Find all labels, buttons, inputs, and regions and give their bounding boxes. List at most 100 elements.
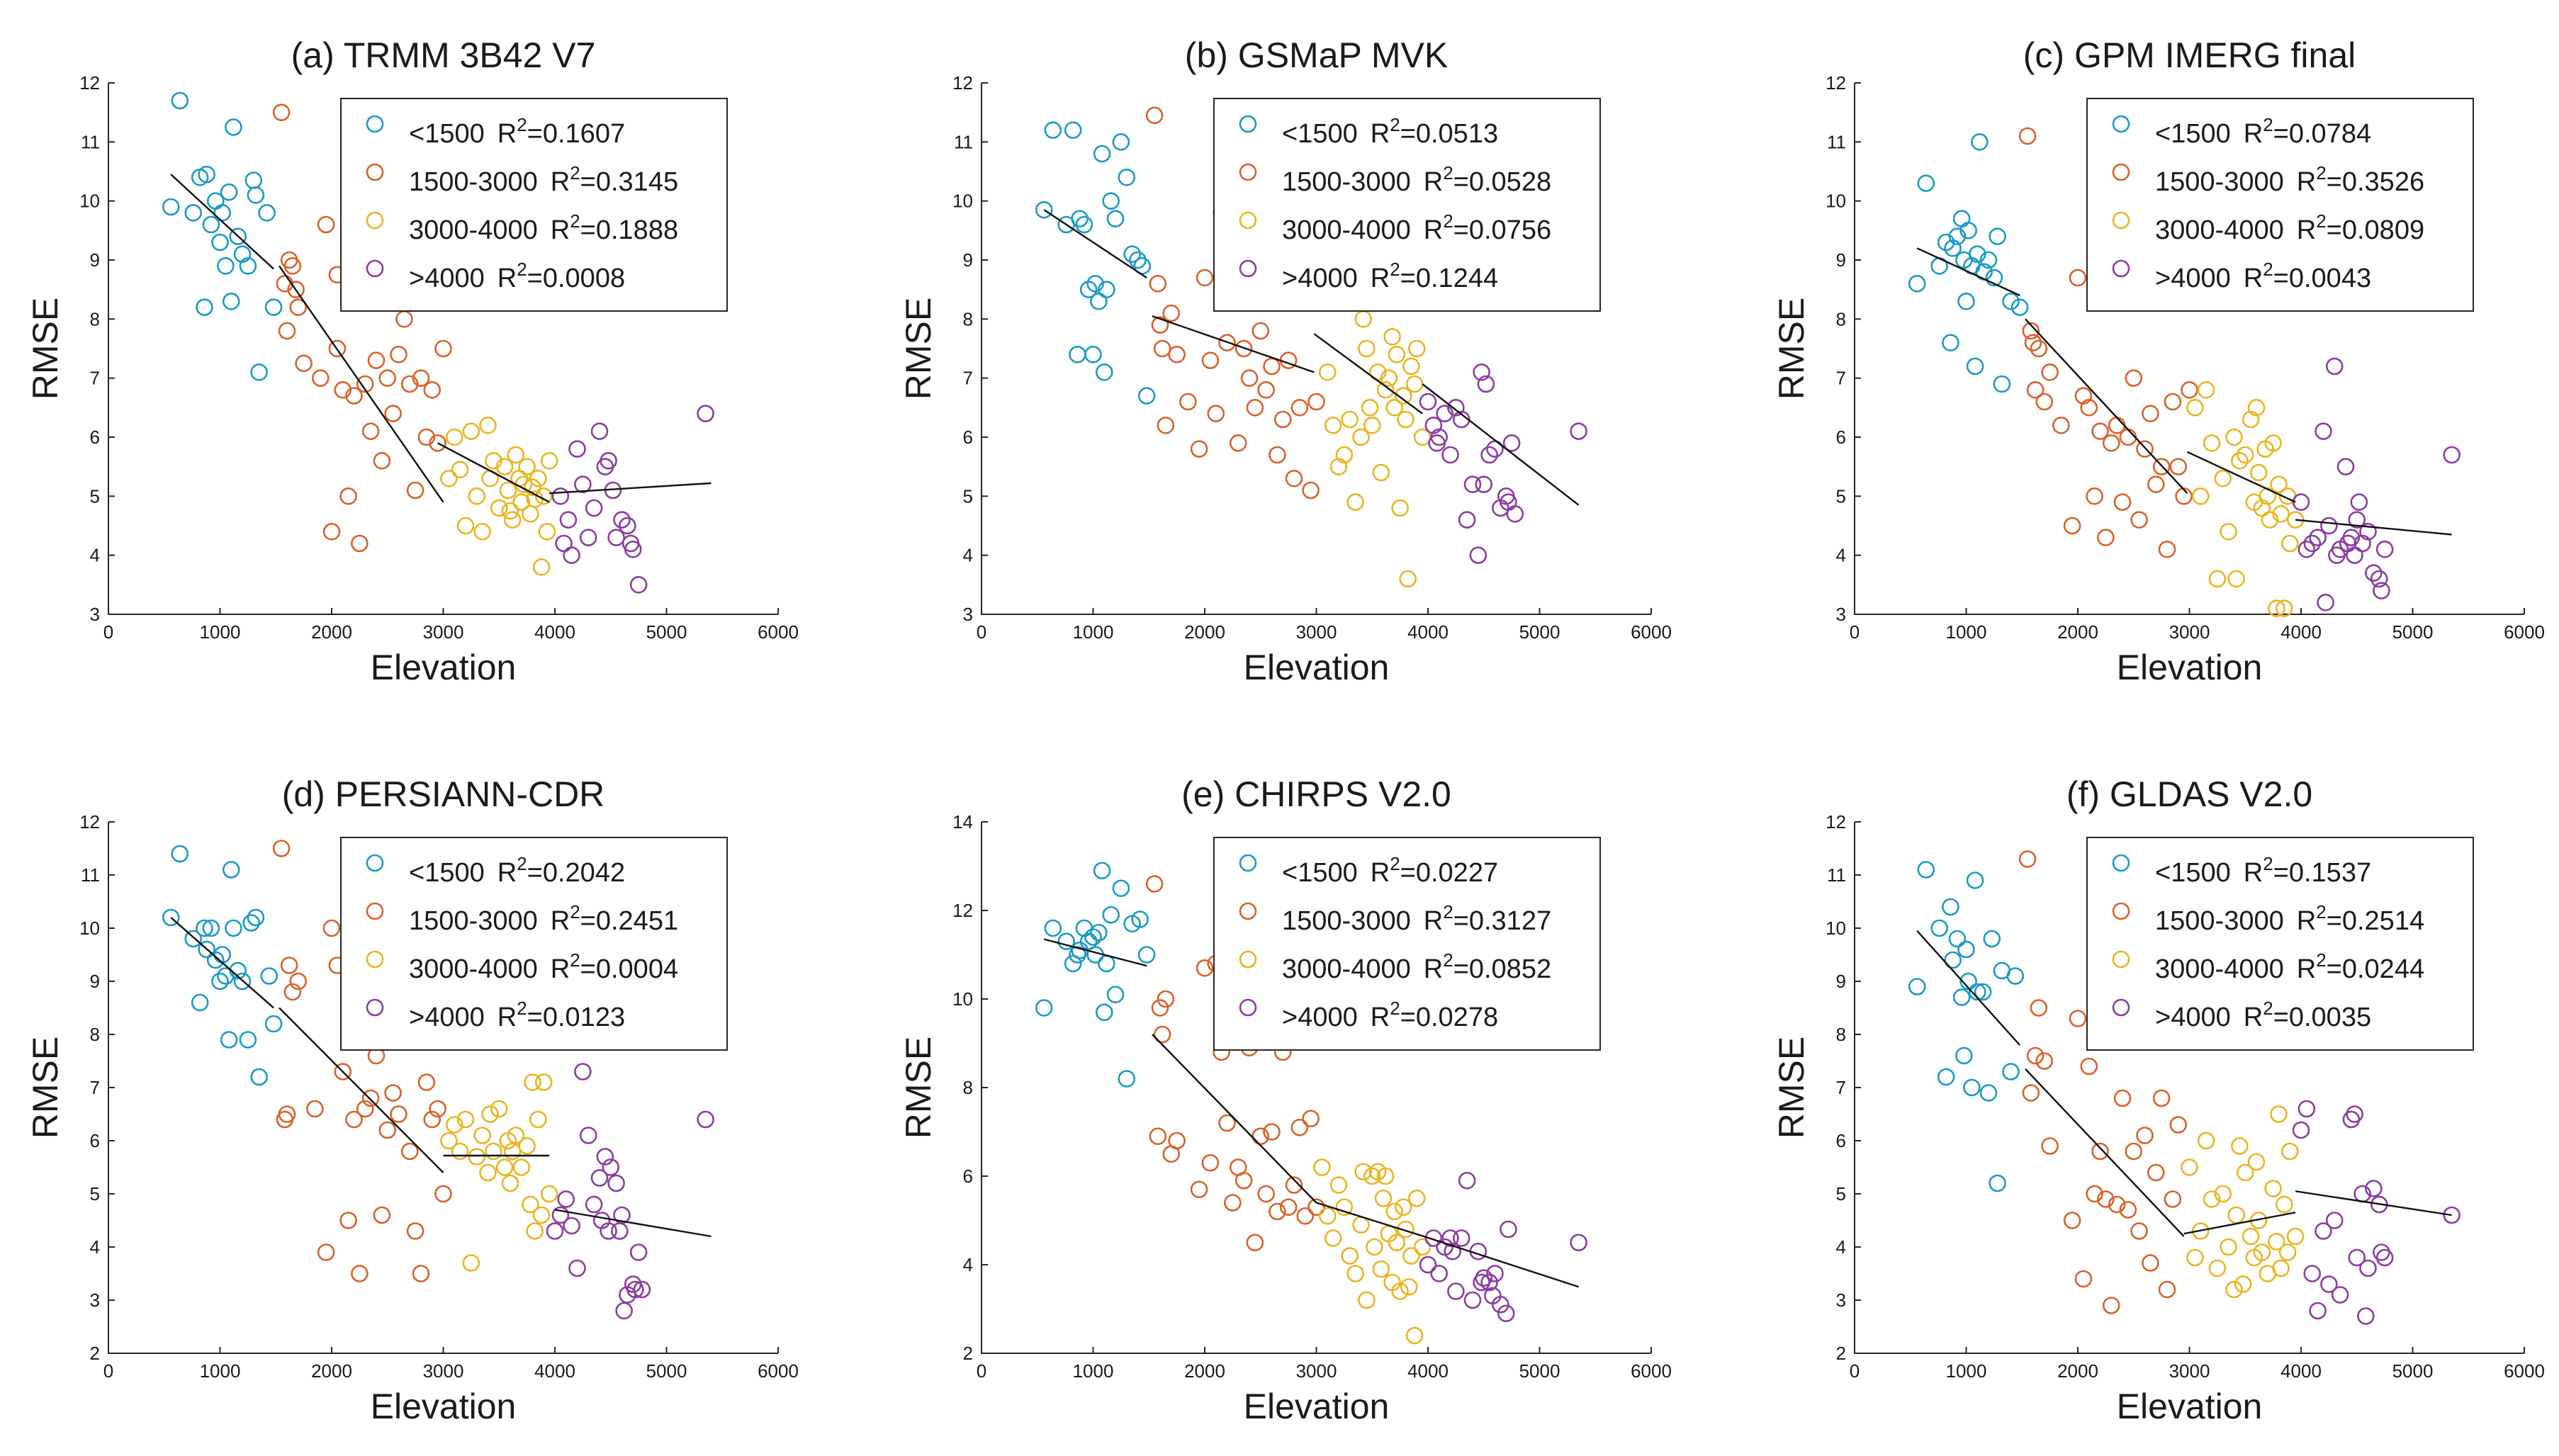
data-point — [2309, 529, 2327, 546]
data-point — [2119, 428, 2137, 446]
y-tick-label: 8 — [1836, 1024, 1846, 1045]
y-tick-label: 8 — [90, 1024, 100, 1045]
r2-equals: = — [580, 906, 596, 936]
data-point — [501, 502, 519, 520]
panel-b: (b) GSMaP MVK 0 1000 2000 3000 4000 5000 6000 3 4… — [899, 35, 1672, 687]
data-point — [1908, 978, 1926, 995]
y-tick-label: 6 — [1836, 1130, 1846, 1151]
data-point — [2365, 564, 2383, 582]
data-point — [229, 227, 247, 245]
data-point — [417, 1073, 436, 1091]
data-point — [2375, 541, 2394, 558]
data-point — [1391, 1282, 1409, 1300]
data-point — [1430, 428, 1449, 446]
data-point — [378, 1121, 397, 1139]
data-point — [607, 1174, 625, 1192]
data-point — [1469, 546, 1487, 564]
data-point — [2320, 517, 2338, 535]
data-point — [1346, 1265, 1364, 1282]
data-point — [1463, 1291, 1482, 1309]
series-3 — [2292, 357, 2460, 611]
legend-entry: 3000-4000 R2=0.0809 — [2155, 210, 2424, 245]
data-point — [2443, 1206, 2460, 1224]
r2-superscript: 2 — [570, 901, 580, 922]
panel-title: (f) GLDAS V2.0 — [2066, 774, 2312, 814]
legend-marker — [2112, 854, 2130, 872]
data-point — [2214, 1185, 2232, 1203]
legend-group-label: 1500-3000 — [2155, 906, 2284, 936]
r2-superscript: 2 — [2316, 949, 2326, 971]
x-tick-label: 0 — [1850, 1360, 1860, 1382]
data-point — [1112, 133, 1130, 151]
data-point — [481, 1105, 499, 1123]
data-point — [2018, 850, 2037, 868]
fit-line — [2186, 451, 2296, 503]
data-point — [1492, 1295, 1509, 1314]
data-point — [384, 1084, 402, 1102]
r2-superscript: 2 — [517, 114, 527, 135]
data-point — [2280, 1142, 2299, 1161]
x-tick-label: 4000 — [1407, 621, 1449, 643]
series-0 — [162, 91, 283, 381]
data-point — [2113, 1089, 2132, 1107]
legend-entry: 1500-3000 R2=0.0528 — [1282, 162, 1551, 197]
data-point — [222, 861, 240, 879]
data-point — [538, 523, 556, 541]
legend-group-label: 3000-4000 — [409, 215, 538, 245]
data-point — [1285, 470, 1303, 487]
legend-box — [2086, 98, 2474, 312]
series-2 — [1313, 1158, 1432, 1345]
data-point — [2152, 458, 2171, 475]
legend-marker — [2112, 902, 2130, 920]
data-point — [1402, 1247, 1420, 1265]
legend-box — [1213, 837, 1601, 1051]
data-point — [1383, 328, 1401, 346]
data-point — [272, 103, 291, 121]
r2-equals: = — [2273, 858, 2289, 888]
data-point — [1075, 215, 1093, 234]
data-point — [2041, 1137, 2059, 1155]
r2-equals: = — [1400, 858, 1416, 888]
data-point — [1957, 293, 1975, 310]
legend-marker — [1239, 115, 1257, 133]
r2-value: 0.3526 — [2342, 167, 2424, 197]
data-point — [351, 534, 369, 553]
y-tick-label: 10 — [952, 191, 973, 212]
data-point — [2208, 1259, 2227, 1277]
legend-entry: 3000-4000 R2=0.1888 — [409, 210, 678, 245]
panel-a: (a) TRMM 3B42 V7 0 1000 2000 3000 4000 5000 600… — [26, 35, 799, 687]
data-point — [526, 1222, 544, 1240]
data-point — [1106, 986, 1125, 1004]
data-point — [1444, 1242, 1461, 1260]
r2-equals: = — [1400, 1003, 1416, 1032]
data-point — [1385, 1202, 1404, 1221]
data-point — [2197, 1131, 2215, 1150]
data-point — [2097, 529, 2115, 546]
data-point — [607, 529, 625, 546]
legend-group-label: 1500-3000 — [2155, 167, 2284, 197]
x-tick-label: 0 — [103, 1360, 113, 1382]
data-point — [2247, 399, 2266, 417]
data-point — [276, 275, 294, 293]
data-point — [2292, 1121, 2310, 1139]
data-point — [2142, 1254, 2159, 1272]
data-point — [2261, 511, 2279, 529]
fit-line — [279, 1007, 444, 1173]
r2-value: 0.0123 — [543, 1003, 625, 1032]
x-tick-label: 6000 — [1631, 1360, 1672, 1382]
x-tick-label: 3000 — [423, 621, 464, 643]
data-point — [2268, 1233, 2285, 1251]
data-point — [202, 215, 220, 234]
data-point — [1071, 210, 1089, 227]
data-point — [490, 1100, 508, 1118]
data-point — [532, 558, 551, 576]
data-point — [264, 298, 283, 316]
r2-symbol: R — [2244, 858, 2263, 888]
x-tick-label: 3000 — [423, 1360, 464, 1382]
y-tick-label: 4 — [1836, 1236, 1846, 1258]
r2-value: 0.2514 — [2342, 906, 2424, 936]
data-point — [1246, 1234, 1264, 1252]
r2-equals: = — [1453, 954, 1469, 984]
data-point — [2298, 1100, 2316, 1118]
data-point — [503, 511, 522, 529]
